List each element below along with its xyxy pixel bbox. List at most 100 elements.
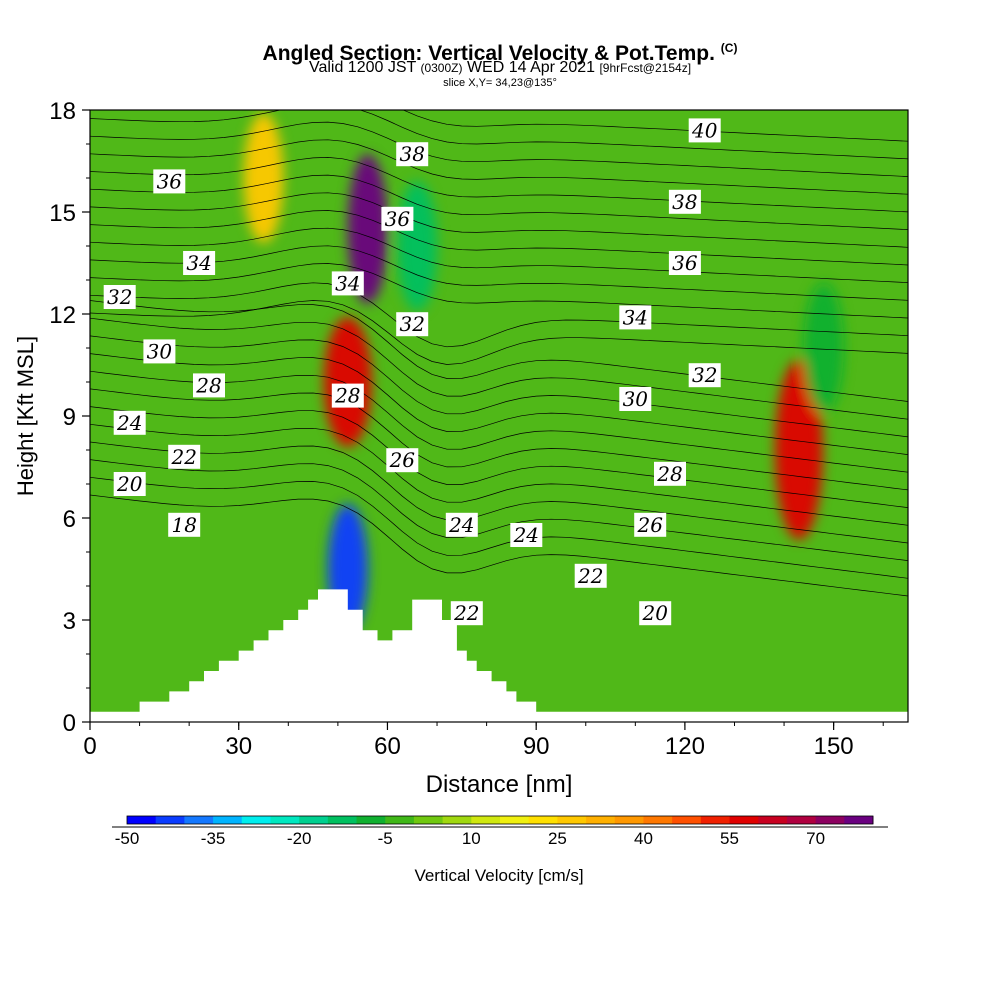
velocity-background — [90, 110, 908, 722]
contour-label: 30 — [619, 387, 652, 411]
contour-label: 28 — [193, 373, 225, 398]
colorbar-swatch — [500, 816, 530, 824]
contour-labels: 36 34 32 30 28 24 22 20 18 38 36 34 32 28 26 24 24 22 22 20… — [103, 118, 721, 626]
y-tick-label: 15 — [49, 200, 76, 227]
contour-label: 34 — [331, 271, 364, 296]
x-tick-label: 0 — [83, 733, 96, 760]
contour-label-text: 34 — [623, 305, 648, 329]
theta-contour-16 — [90, 494, 908, 597]
x-tick-label: 60 — [374, 733, 401, 760]
y-axis: 0 3 6 9 12 15 18 — [49, 98, 90, 737]
theta-contour-35 — [90, 174, 908, 230]
contour-label: 26 — [386, 448, 419, 473]
contour-label-text: 24 — [116, 411, 142, 435]
theta-contour-18 — [90, 459, 908, 561]
contour-label-text: 34 — [335, 271, 360, 295]
chart-title: Angled Section: Vertical Velocity & Pot.… — [0, 36, 1000, 66]
contour-label: 22 — [574, 563, 607, 588]
contour-label-text: 36 — [157, 169, 183, 193]
contour-label-text: 24 — [513, 523, 539, 547]
valid-date: WED 14 Apr 2021 — [466, 59, 596, 76]
contour-label: 22 — [450, 601, 483, 626]
contour-label: 40 — [688, 118, 721, 143]
chart-subtitle: Valid 1200 JST (0300Z) WED 14 Apr 2021 [… — [0, 59, 1000, 77]
valid-time: Valid 1200 JST — [308, 59, 416, 76]
colorbar-swatch — [614, 816, 644, 824]
contour-label: 34 — [183, 251, 216, 275]
theta-contour-24 — [90, 353, 908, 455]
theta-contour-22 — [90, 388, 908, 491]
contour-label: 18 — [168, 512, 201, 537]
y-tick-label: 18 — [49, 98, 76, 125]
colorbar-swatch — [241, 816, 271, 824]
velocity-cell-updraft-east — [774, 360, 823, 540]
theta-contour-40 — [402, 110, 908, 142]
theta-contour-26 — [90, 317, 908, 420]
contour-label: 32 — [103, 285, 136, 309]
colorbar-tick-label: 70 — [806, 829, 825, 848]
x-tick-label: 150 — [814, 733, 854, 760]
velocity-cell-downdraft-band — [397, 181, 438, 311]
contour-label-text: 26 — [389, 448, 416, 472]
contour-label: 36 — [668, 251, 701, 275]
contour-label: 20 — [639, 601, 672, 626]
colorbar-swatch — [643, 816, 673, 824]
contour-label-text: 32 — [399, 312, 424, 336]
theta-contour-30 — [90, 263, 908, 319]
colorbar-swatch — [184, 816, 214, 824]
colorbar-swatch — [327, 816, 358, 824]
contour-label: 20 — [113, 472, 146, 496]
colorbar-swatch — [270, 816, 300, 824]
y-tick-label: 0 — [63, 710, 76, 737]
contour-label: 36 — [381, 206, 414, 231]
y-axis-label: Height [Kft MSL] — [13, 336, 38, 496]
colorbar-swatch — [299, 816, 329, 824]
contour-label: 38 — [668, 189, 701, 214]
forecast-info: [9hrFcst@2154z] — [599, 61, 692, 75]
terrain — [90, 589, 908, 722]
colorbar-tick-label: -5 — [378, 829, 393, 848]
contour-label: 24 — [510, 523, 543, 547]
contour-label-text: 30 — [147, 339, 173, 363]
colorbar-swatch — [413, 816, 444, 824]
contour-label-text: 28 — [656, 462, 682, 486]
contour-label-text: 20 — [641, 601, 668, 625]
x-axis: 0 30 60 90 120 150 — [83, 722, 884, 760]
contour-label: 32 — [396, 312, 429, 337]
colorbar-swatch — [385, 816, 415, 824]
y-tick-label: 12 — [49, 302, 76, 329]
colorbar-swatch — [786, 816, 817, 824]
slice-info: slice X,Y= 34,23@135° — [443, 77, 557, 89]
contour-label-text: 30 — [623, 387, 649, 411]
valid-utc: (0300Z) — [420, 61, 463, 75]
contour-label-text: 32 — [107, 285, 132, 309]
colorbar-swatch — [586, 816, 616, 824]
contour-label-text: 36 — [385, 207, 411, 231]
theta-contour-29 — [90, 282, 908, 348]
colorbar-swatch — [528, 816, 558, 824]
colorbar-swatch — [729, 816, 759, 824]
theta-contour-31 — [90, 245, 908, 301]
colorbar-tick-label: 55 — [720, 829, 739, 848]
theta-contour-36 — [90, 157, 908, 213]
velocity-cell-updraft-column — [323, 317, 372, 447]
contour-label: 34 — [619, 305, 652, 330]
colorbar-swatch — [700, 816, 731, 824]
y-tick-label: 6 — [63, 506, 76, 533]
theta-contour-38 — [90, 121, 908, 177]
colorbar-swatch — [155, 816, 185, 824]
contour-label-text: 34 — [186, 251, 211, 275]
contour-label-text: 24 — [448, 513, 474, 537]
colorbar-swatch — [844, 816, 874, 824]
colorbar-tick-label: -50 — [115, 829, 140, 848]
theta-contour-19 — [90, 441, 908, 544]
velocity-cell-mild-updraft-west — [243, 113, 284, 243]
theta-contour-28 — [90, 300, 908, 365]
theta-contour-32 — [90, 227, 908, 283]
velocity-cell-downdraft-east — [803, 283, 844, 413]
colorbar-swatch — [471, 816, 501, 824]
colorbar-tick-label: -20 — [287, 829, 312, 848]
contour-label-text: 32 — [692, 363, 717, 387]
contour-label-text: 38 — [399, 142, 424, 166]
contour-label: 22 — [168, 444, 201, 469]
